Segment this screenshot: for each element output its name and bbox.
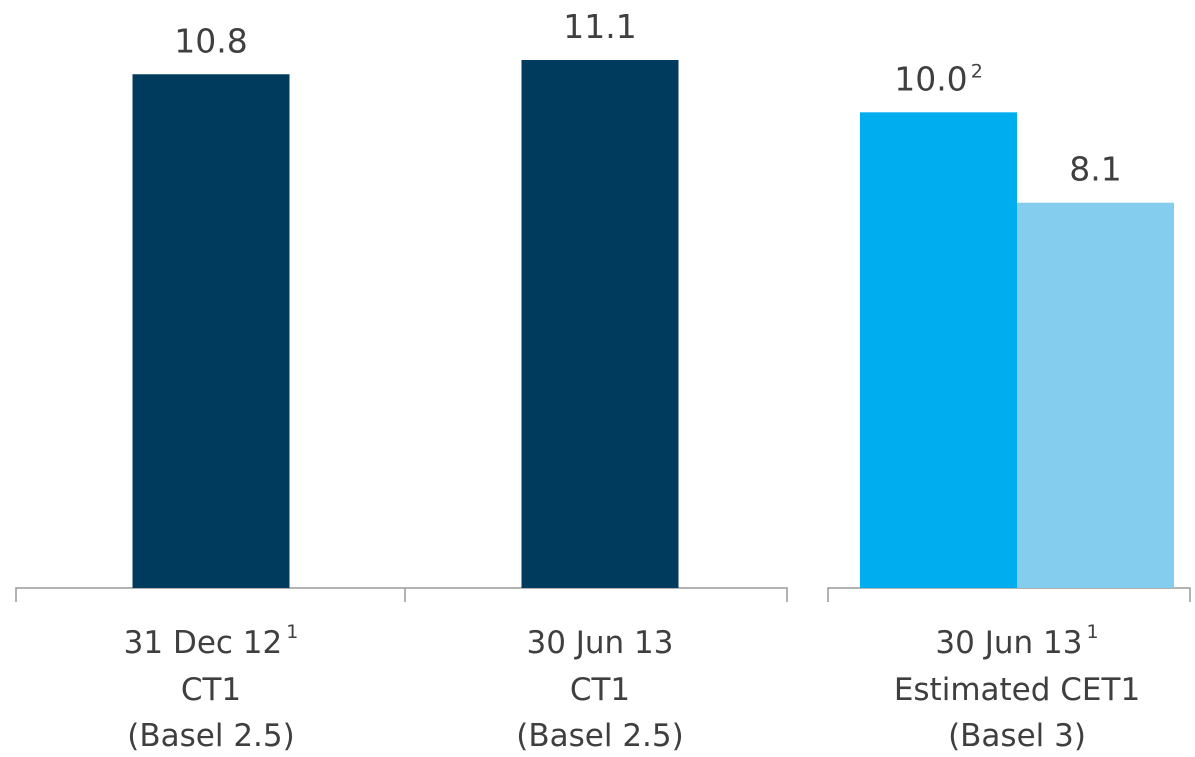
x-tick-label-2-line-1: 30 Jun 13: [526, 625, 673, 661]
bar-2-1: [521, 60, 679, 588]
x-tick-label-3-line-1: 30 Jun 13 1: [935, 621, 1098, 661]
x-tick-label-3-line-3: (Basel 3): [948, 718, 1086, 754]
x-axis: [15, 587, 1191, 602]
bars-layer: [132, 60, 1174, 589]
data-label-1-1: 10.8: [174, 21, 247, 60]
x-tick-label-2-line-2: CT1: [570, 672, 630, 708]
x-axis-segment-left: [15, 587, 788, 602]
x-tick-label-1-line-3: (Basel 2.5): [127, 718, 294, 754]
x-tick-label-1-line-2: CT1: [181, 672, 241, 708]
data-label-3-1: 10.0 2: [894, 59, 983, 98]
data-label-3-2: 8.1: [1069, 150, 1121, 189]
data-label-2-1: 11.1: [563, 7, 636, 46]
x-tick-label-3-line-2: Estimated CET1: [894, 672, 1140, 708]
x-tick-label-1-line-1: 31 Dec 12 1: [124, 621, 299, 661]
bar-1-1: [132, 74, 290, 589]
labels-layer: 10.8 31 Dec 12 1 CT1 (Basel 2.5) 11.1 30 Jun 1…: [124, 7, 1141, 754]
x-axis-segment-right: [827, 587, 1191, 602]
bar-3-1: [860, 112, 1017, 588]
x-tick-label-2-line-3: (Basel 2.5): [516, 718, 683, 754]
bar-3-2: [1017, 202, 1174, 588]
